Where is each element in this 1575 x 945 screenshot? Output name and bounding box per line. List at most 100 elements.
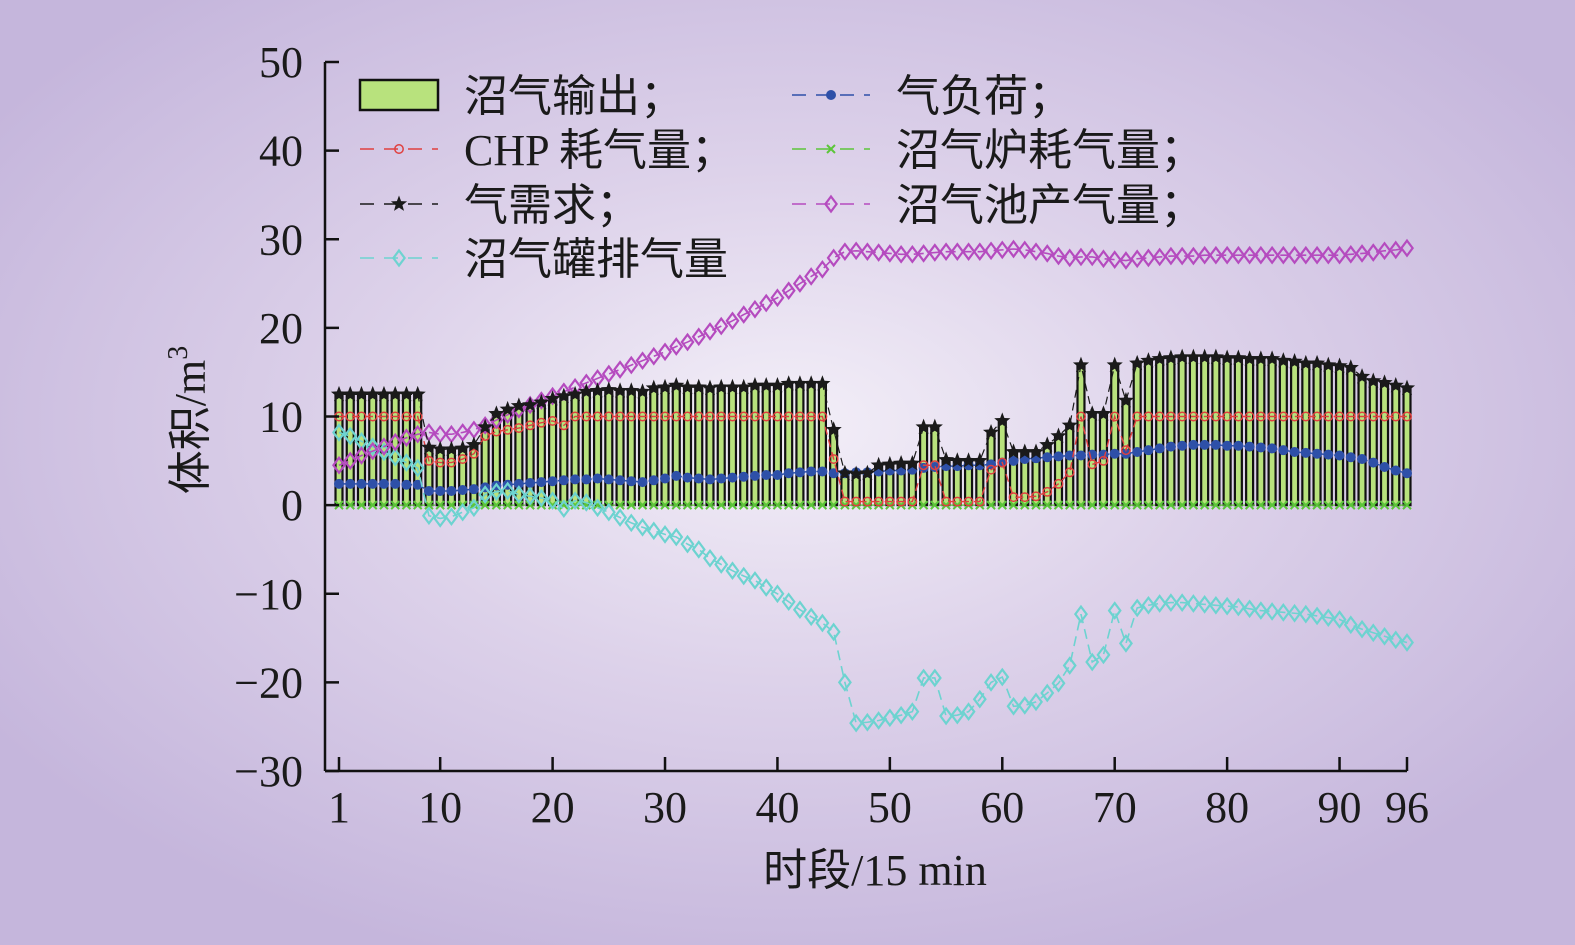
- legend-label-tank: 沼气罐排气量: [464, 235, 728, 284]
- point-tank: [1062, 656, 1077, 675]
- point-digester: [1355, 244, 1370, 263]
- bar-output: [806, 382, 816, 507]
- point-demand: [1241, 350, 1258, 366]
- point-demand: [330, 385, 348, 402]
- point-load: [727, 472, 738, 483]
- point-tank: [1400, 633, 1414, 652]
- point-chp: [581, 411, 592, 422]
- point-chp: [1402, 411, 1412, 422]
- point-demand: [634, 383, 651, 399]
- point-load: [1357, 454, 1368, 465]
- point-load: [615, 475, 626, 486]
- point-demand: [1005, 443, 1022, 459]
- series-digester: [332, 238, 1414, 475]
- point-demand: [803, 375, 820, 391]
- point-demand: [904, 454, 921, 471]
- y-tick-label: 0: [281, 481, 303, 530]
- point-chp: [648, 411, 659, 422]
- legend: 沼气输出； CHP 耗气量； 气需求； 沼气罐排气量 气负荷； 沼气炉耗气量； 沼气池产气量…: [358, 72, 1204, 284]
- point-tank: [601, 502, 616, 522]
- point-chp: [615, 411, 626, 422]
- bar-output: [1177, 356, 1187, 507]
- legend-swatch-output: [358, 78, 440, 112]
- point-tank: [1017, 696, 1032, 715]
- point-chp: [727, 411, 738, 422]
- point-demand: [836, 464, 853, 481]
- x-tick-label: 20: [531, 783, 575, 832]
- point-chp: [918, 460, 929, 471]
- point-tank: [1175, 593, 1190, 612]
- point-tank: [545, 491, 560, 511]
- point-tank: [747, 571, 762, 590]
- point-tank: [332, 423, 346, 442]
- point-digester: [714, 316, 729, 336]
- point-chp: [1177, 411, 1188, 422]
- point-load: [1154, 443, 1165, 454]
- point-tank: [1040, 683, 1055, 703]
- legend-marker-chp: [394, 144, 404, 154]
- point-chp: [1210, 411, 1221, 422]
- point-boiler: [682, 500, 693, 510]
- legend-item-boiler: 沼气炉耗气量；: [792, 126, 1204, 175]
- point-tank: [871, 711, 886, 730]
- point-demand: [578, 383, 595, 399]
- point-chp: [536, 417, 547, 428]
- point-chp: [1222, 411, 1233, 422]
- point-demand: [567, 385, 584, 402]
- bar-output: [626, 389, 636, 507]
- point-boiler: [446, 500, 457, 510]
- point-tank: [691, 540, 706, 559]
- bar-output: [795, 382, 805, 507]
- point-chp: [390, 411, 401, 422]
- point-tank: [1242, 599, 1257, 619]
- point-demand: [1027, 443, 1045, 459]
- point-tank: [500, 481, 515, 501]
- point-tank: [894, 705, 909, 725]
- point-digester: [1152, 247, 1167, 267]
- point-tank: [961, 702, 976, 721]
- point-chp: [547, 415, 558, 426]
- bar-output: [649, 387, 659, 507]
- axes: 50 40 30 20 10 0 −10 −20 −30 1 10 20 30 40 50 60 70 80 90 9…: [234, 38, 1429, 832]
- point-demand: [1162, 349, 1179, 365]
- point-demand: [510, 397, 527, 413]
- svg-text:体积/m3: 体积/m3: [163, 346, 215, 494]
- point-boiler: [671, 500, 681, 510]
- point-chp: [1019, 492, 1030, 503]
- point-demand: [522, 396, 539, 412]
- point-load: [749, 470, 760, 481]
- point-tank: [860, 712, 875, 732]
- point-tank: [556, 499, 571, 519]
- point-tank: [1366, 623, 1381, 643]
- point-chp: [1357, 411, 1367, 422]
- legend-item-demand: 气需求；: [360, 181, 640, 230]
- x-tick-label: 10: [418, 783, 462, 832]
- bar-output: [1065, 424, 1075, 507]
- point-load: [1222, 440, 1233, 451]
- point-load: [1334, 450, 1345, 461]
- point-tank: [927, 668, 942, 688]
- point-digester: [1141, 248, 1156, 268]
- point-load: [682, 472, 693, 483]
- point-tank: [511, 485, 526, 504]
- point-demand: [1117, 392, 1135, 408]
- point-boiler: [1256, 500, 1266, 510]
- point-load: [423, 485, 434, 496]
- y-tick-label: 40: [259, 127, 303, 176]
- point-digester: [601, 364, 616, 384]
- line-tank: [338, 431, 1408, 724]
- point-demand: [1174, 348, 1191, 364]
- point-digester: [1208, 245, 1223, 265]
- point-tank: [792, 600, 807, 620]
- point-demand: [454, 439, 471, 456]
- point-digester: [1220, 245, 1235, 265]
- point-demand: [1376, 374, 1393, 390]
- point-demand: [623, 382, 640, 398]
- bar-output: [750, 384, 760, 507]
- point-tank: [658, 525, 673, 544]
- bar-output: [1357, 375, 1367, 507]
- point-demand: [1387, 376, 1404, 393]
- bar-output: [1166, 356, 1176, 507]
- point-demand: [477, 418, 494, 435]
- point-tank: [714, 555, 729, 574]
